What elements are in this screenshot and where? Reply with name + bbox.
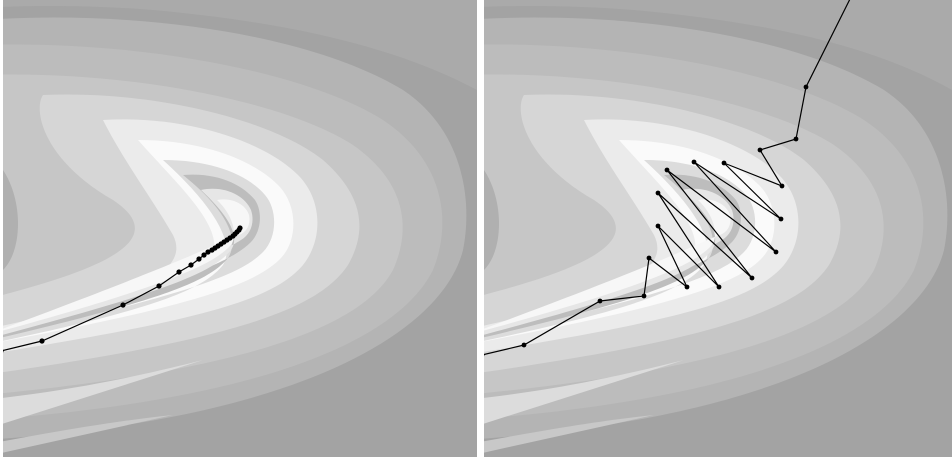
trajectory-point xyxy=(757,147,763,153)
contour-band-lower-2 xyxy=(3,415,173,453)
trajectory-point xyxy=(205,249,211,255)
trajectory-point xyxy=(120,302,126,308)
contour-band-inner-core xyxy=(484,199,731,331)
trajectory-point xyxy=(188,262,194,268)
trajectory-line xyxy=(484,0,851,356)
trajectory-point xyxy=(39,338,45,344)
trajectory-point xyxy=(176,269,182,275)
optimization-trajectory xyxy=(3,225,243,353)
right-panel-optimization-path xyxy=(484,0,952,457)
trajectory-point xyxy=(716,284,722,290)
trajectory-point xyxy=(597,298,603,304)
contour-band-inner-1 xyxy=(484,160,756,341)
contour-band-lower-2 xyxy=(484,415,654,453)
trajectory-point xyxy=(773,249,779,255)
right-contour-plot xyxy=(484,0,952,457)
trajectory-point xyxy=(778,216,784,222)
trajectory-point xyxy=(3,349,4,353)
contour-band-left-edge xyxy=(484,170,499,270)
contour-band-left-edge xyxy=(3,170,18,270)
contour-band-inner-core xyxy=(3,199,250,331)
contour-band-lower-1 xyxy=(3,360,203,424)
trajectory-point xyxy=(803,84,809,90)
trajectory-point xyxy=(201,252,207,258)
left-panel-optimization-path xyxy=(3,0,477,457)
contour-band-outer-top xyxy=(3,0,477,90)
contour-band-lower-1 xyxy=(484,360,684,424)
contour-bands xyxy=(3,0,477,457)
trajectory-point xyxy=(646,255,652,261)
trajectory-point xyxy=(664,167,670,173)
trajectory-point xyxy=(655,223,661,229)
contour-band-outer-top xyxy=(484,0,952,90)
trajectory-point xyxy=(641,293,647,299)
trajectory-point xyxy=(721,160,727,166)
contour-band-inner-2 xyxy=(3,174,260,338)
trajectory-point xyxy=(655,190,661,196)
trajectory-point xyxy=(749,275,755,281)
optimization-trajectory xyxy=(484,0,851,357)
trajectory-point xyxy=(684,284,690,290)
trajectory-point xyxy=(779,183,785,189)
trajectory-point xyxy=(691,159,697,165)
trajectory-point xyxy=(521,342,527,348)
contour-band-inner-2 xyxy=(484,174,741,338)
trajectory-point xyxy=(156,283,162,289)
contour-band-inner-1 xyxy=(3,160,275,341)
trajectory-point xyxy=(237,225,243,231)
contour-bands xyxy=(484,0,952,457)
trajectory-point xyxy=(793,136,799,142)
trajectory-point xyxy=(196,256,202,262)
left-contour-plot xyxy=(3,0,477,457)
